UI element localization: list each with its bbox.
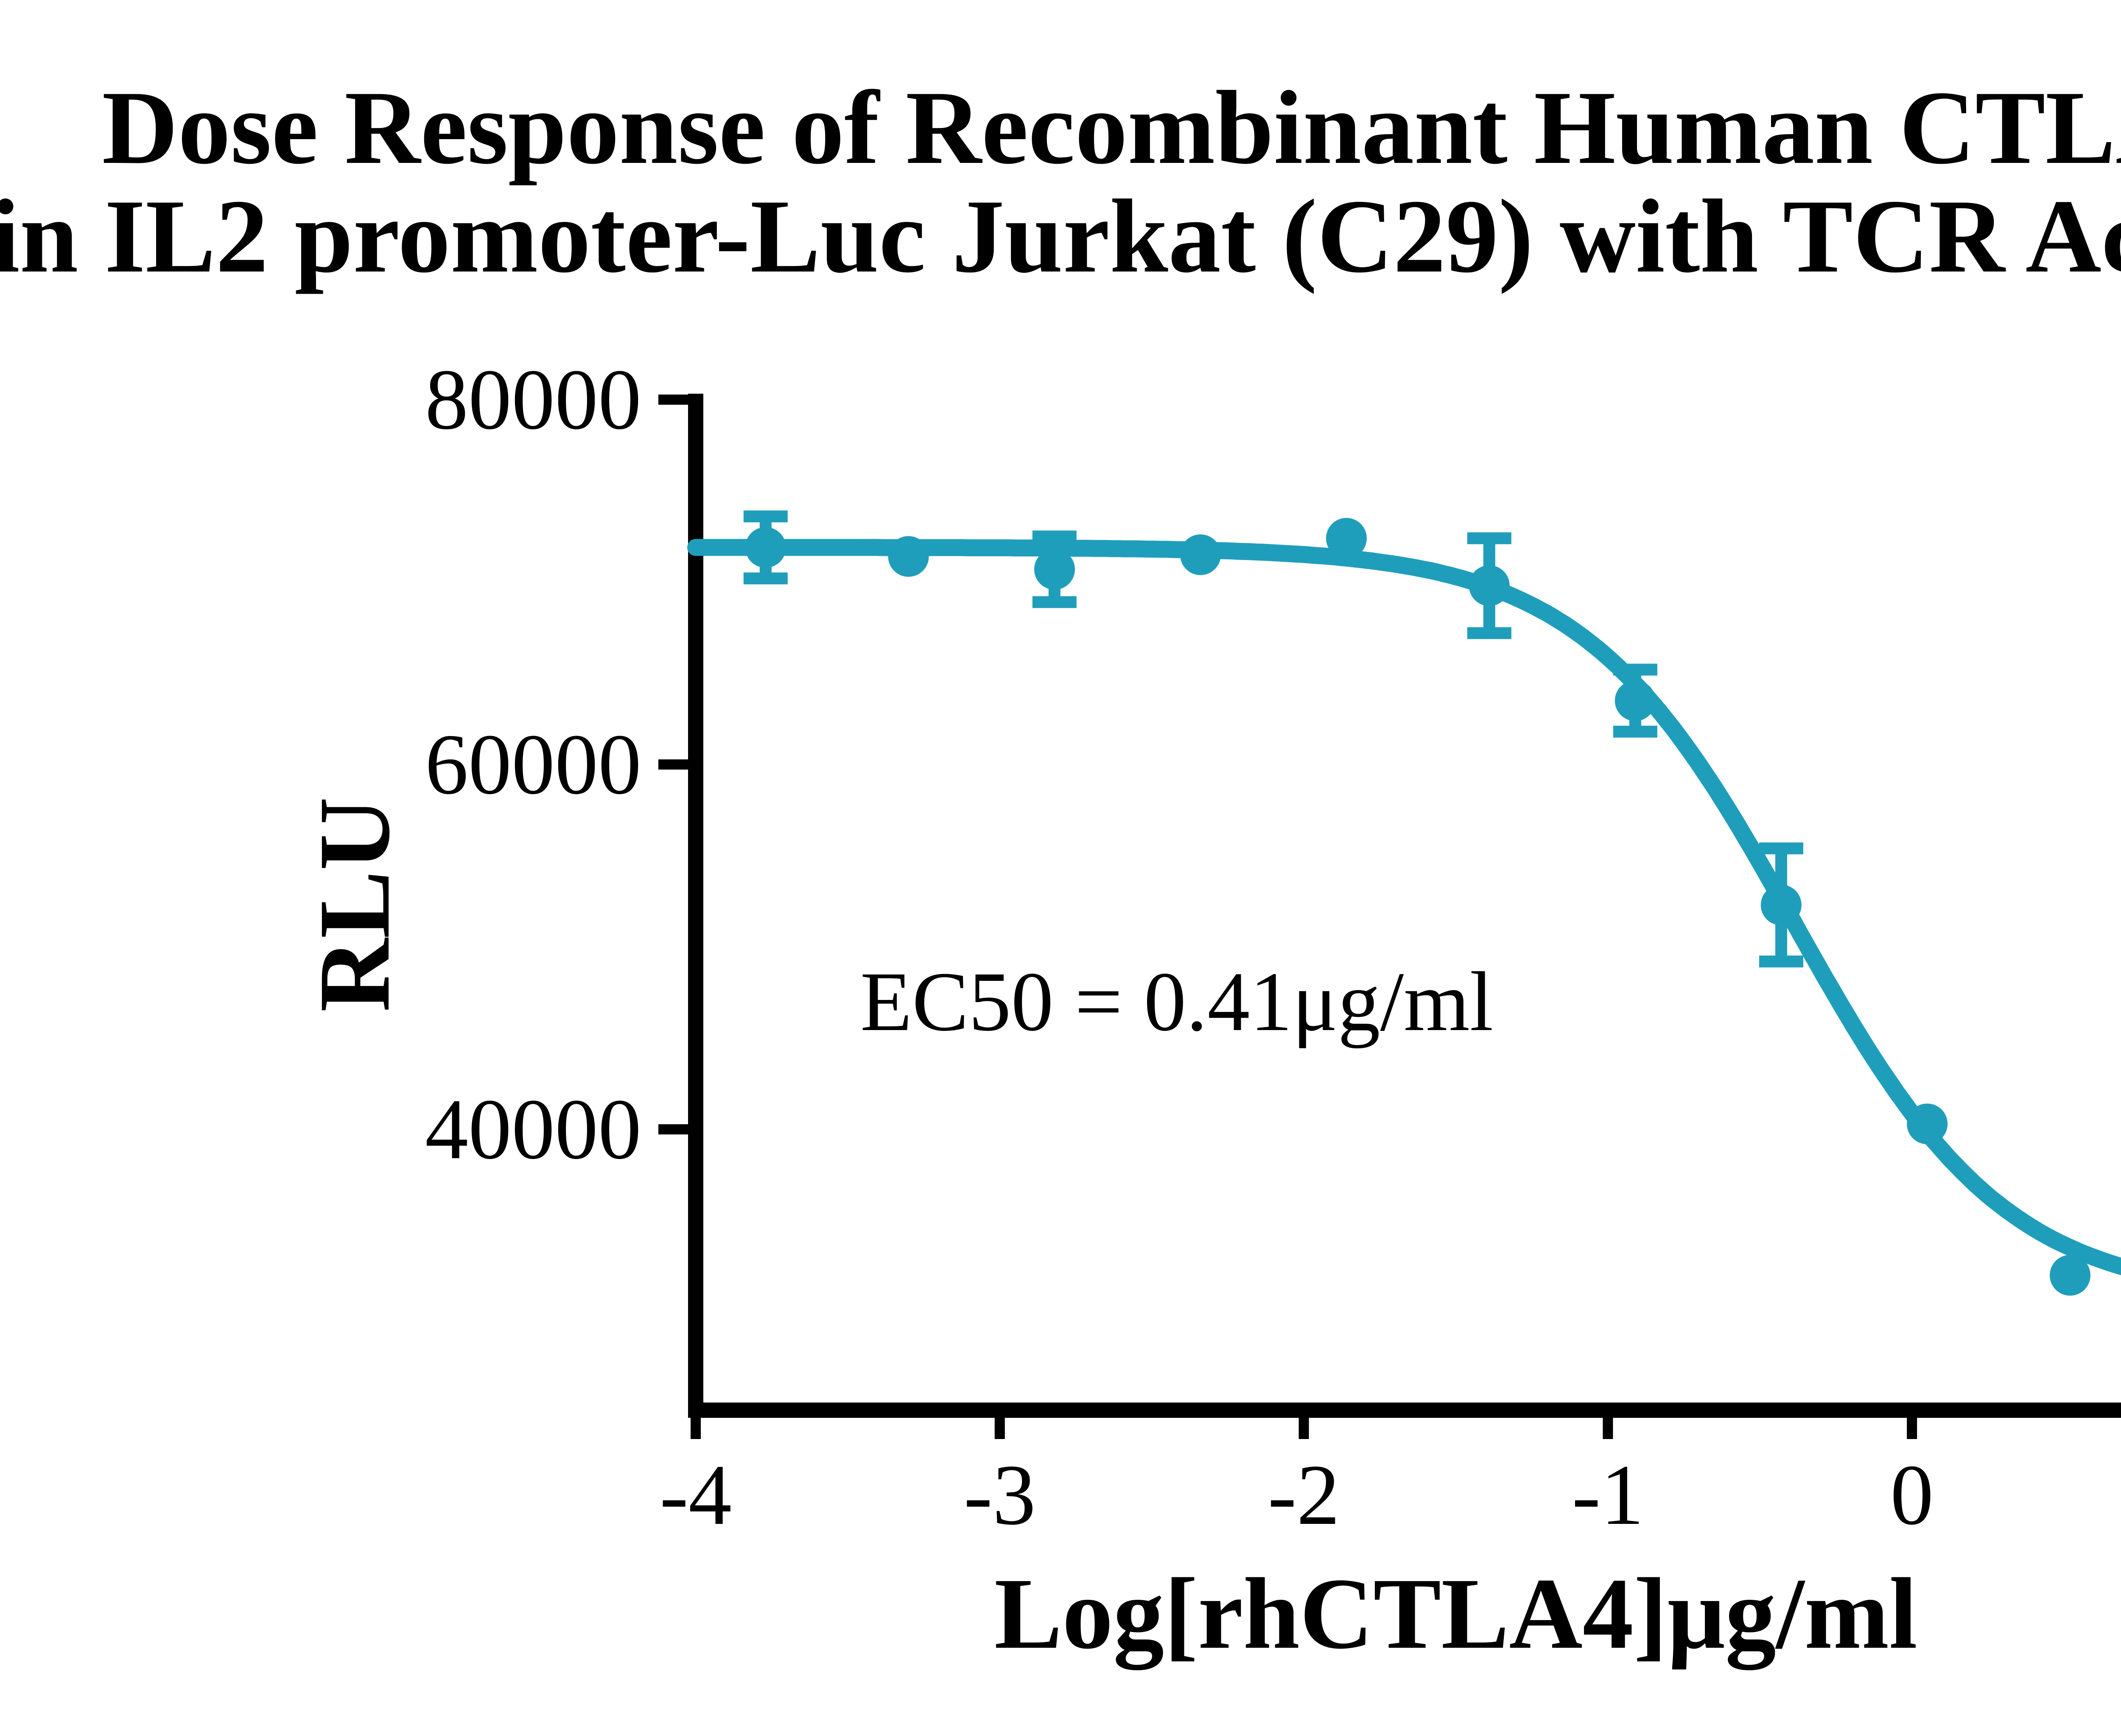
- data-points: [745, 518, 2090, 1296]
- data-point-marker: [745, 527, 786, 568]
- x-tick-label-neg4: -4: [660, 1447, 732, 1543]
- ec50-annotation: EC50 = 0.41μg/ml: [860, 955, 1493, 1049]
- data-point-marker: [1326, 518, 1367, 559]
- y-tick-label-40000: 40000: [425, 1081, 641, 1177]
- fit-curve-path: [687, 539, 2121, 1275]
- y-tick-label-80000: 80000: [425, 352, 641, 448]
- x-tick-label-0: 0: [1890, 1447, 1934, 1543]
- data-point-marker: [888, 536, 929, 577]
- x-axis-title: Log[rhCTLA4]μg/ml: [994, 1557, 1917, 1670]
- x-tick-label-neg3: -3: [964, 1447, 1036, 1543]
- data-point-marker: [1907, 1103, 1948, 1145]
- x-tick-label-neg1: -1: [1572, 1447, 1644, 1543]
- data-point-marker: [1469, 565, 1510, 606]
- data-point-marker: [1034, 549, 1075, 590]
- fit-curve: [687, 539, 2121, 1275]
- y-tick-label-60000: 60000: [425, 717, 641, 812]
- data-point-marker: [2050, 1255, 2090, 1296]
- data-point-marker: [1180, 534, 1221, 575]
- chart-title-line-2: in IL2 promoter-Luc Jurkat (C29) with TC…: [0, 178, 2121, 294]
- data-point-marker: [1615, 680, 1656, 721]
- error-bars: [743, 510, 1803, 968]
- x-tick-label-neg2: -2: [1268, 1447, 1340, 1543]
- chart-title-line-1: Dose Response of Recombinant Human CTLA-…: [102, 69, 2121, 186]
- data-point-marker: [1760, 885, 1802, 926]
- y-axis-title: RLU: [298, 797, 411, 1012]
